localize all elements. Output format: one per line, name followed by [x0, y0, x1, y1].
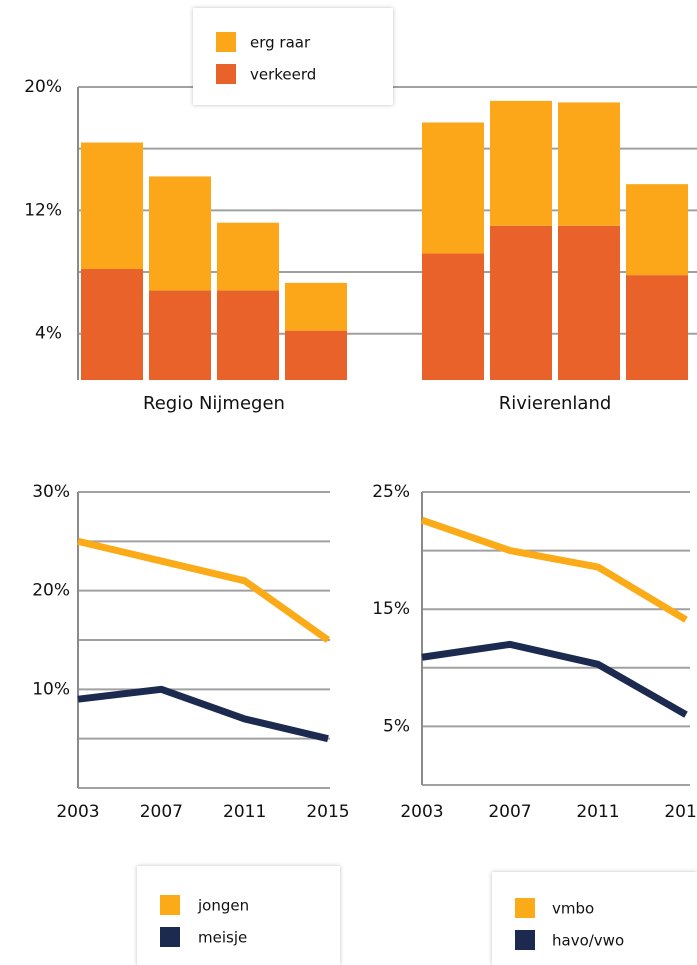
legend-swatch [216, 32, 236, 52]
bar-segment [217, 290, 279, 380]
bar-segment [558, 225, 620, 380]
legend-box [137, 866, 340, 965]
bar-segment [626, 275, 688, 380]
legend-swatch [515, 930, 535, 950]
bar-segment [149, 176, 211, 291]
x-tick-label: 2003 [400, 802, 443, 822]
bar-segment [285, 330, 347, 380]
y-tick-label: 20% [32, 581, 70, 601]
legend-swatch [160, 895, 180, 915]
legend-box [193, 8, 393, 105]
y-tick-label: 15% [372, 599, 410, 619]
y-tick-label: 5% [383, 716, 410, 736]
legend-label: havo/vwo [552, 932, 624, 950]
legend-label: vmbo [552, 900, 594, 918]
x-tick-label: 2015 [664, 802, 697, 822]
bar-segment [81, 268, 143, 380]
y-tick-label: 20% [24, 77, 62, 97]
line-series [421, 640, 688, 718]
y-tick-label: 10% [32, 679, 70, 699]
bar-segment [81, 142, 143, 269]
x-tick-label: 2011 [223, 802, 266, 822]
x-tick-label: 2007 [140, 802, 183, 822]
legend-label: meisje [198, 929, 247, 947]
y-tick-label: 25% [372, 482, 410, 502]
legend-swatch [515, 898, 535, 918]
line-series [77, 537, 331, 643]
legend-swatch [216, 64, 236, 84]
group-label: Regio Nijmegen [143, 393, 285, 414]
y-tick-label: 30% [32, 482, 70, 502]
legend-box [492, 872, 697, 965]
line-series [420, 516, 688, 623]
x-tick-label: 2015 [306, 802, 349, 822]
x-tick-label: 2011 [576, 802, 619, 822]
bar-segment [422, 253, 484, 380]
bar-segment [422, 122, 484, 254]
bar-segment [490, 225, 552, 380]
line-series [77, 685, 329, 743]
legend-label: erg raar [250, 34, 311, 52]
bar-segment [217, 222, 279, 291]
y-tick-label: 4% [35, 324, 62, 344]
legend-swatch [160, 927, 180, 947]
bar-segment [149, 290, 211, 380]
bar-segment [285, 282, 347, 331]
x-tick-label: 2003 [56, 802, 99, 822]
bar-segment [626, 184, 688, 276]
bar-segment [490, 100, 552, 226]
legend-label: verkeerd [250, 66, 316, 84]
y-tick-label: 12% [24, 200, 62, 220]
group-label: Rivierenland [499, 393, 612, 414]
legend-label: jongen [197, 897, 249, 915]
bar-segment [558, 102, 620, 226]
x-tick-label: 2007 [488, 802, 531, 822]
